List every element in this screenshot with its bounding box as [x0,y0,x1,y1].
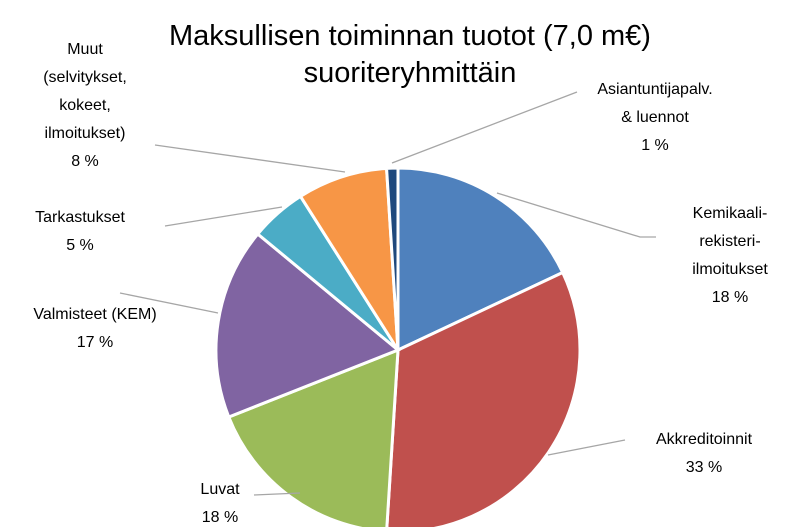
pie-slice [226,347,400,527]
leader-lines [119,91,656,496]
slice-label: Valmisteet (KEM) 17 % [33,301,156,357]
slice-label: Kemikaali- rekisteri- ilmoitukset 18 % [692,200,768,312]
leader-line [547,439,626,456]
value-label: 17 % [76,334,114,351]
category-label: Valmisteet (KEM) [33,306,157,323]
pie-slice [396,166,565,353]
value-label: 33 % [685,459,723,476]
value-label: 5 % [66,237,94,254]
category-label: Akkreditoinnit [655,431,753,448]
slice-label: Akkreditoinnit 33 % [656,426,752,482]
category-label: Kemikaali- rekisteri- ilmoitukset [692,205,768,278]
pie-slice [385,270,582,527]
category-label: Tarkastukset [35,209,125,226]
slice-label: Asiantuntijapalv. & luennot 1 % [597,76,712,160]
value-label: 18 % [711,289,749,306]
chart-title: Maksullisen toiminnan tuotot (7,0 m€) su… [169,20,651,89]
slice-label: Muut (selvitykset, kokeet, ilmoitukset) 8… [43,36,127,176]
pie [214,166,582,527]
leader-line [391,91,578,164]
pie-slice [384,166,400,351]
category-label: Muut (selvitykset, kokeet, ilmoitukset) [43,41,127,142]
leader-line [164,206,283,227]
slice-label: Luvat 18 % [200,476,239,532]
pie-slice [214,231,401,419]
pie-slice [298,166,400,351]
value-label: 18 % [201,509,239,526]
leader-line [154,144,346,173]
category-label: Luvat [200,481,240,498]
leader-line [253,492,301,496]
value-label: 1 % [641,137,669,154]
slice-label: Tarkastukset 5 % [35,204,125,260]
leader-line [496,192,656,238]
category-label: Asiantuntijapalv. & luennot [597,81,713,126]
leader-line [119,292,219,314]
value-label: 8 % [71,153,99,170]
